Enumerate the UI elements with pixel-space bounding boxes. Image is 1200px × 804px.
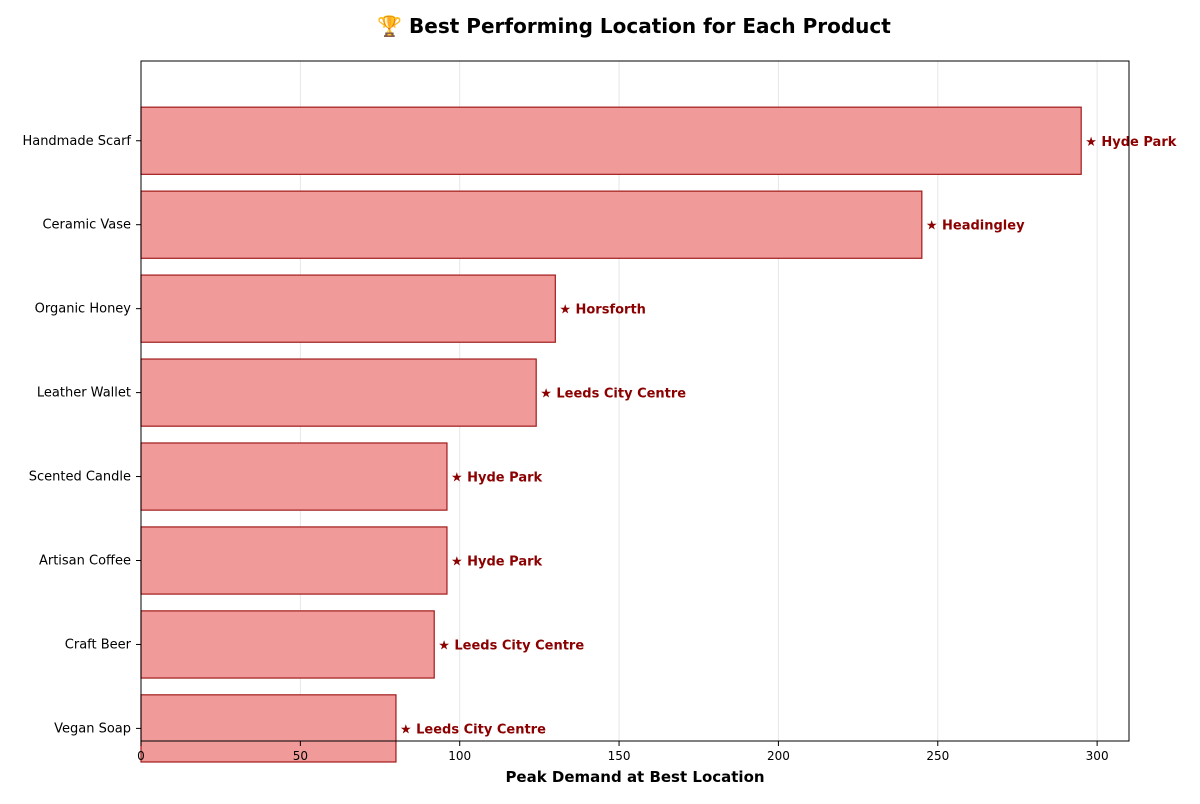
bar bbox=[140, 106, 1082, 175]
y-tick-label: Artisan Coffee bbox=[39, 554, 131, 569]
chart-title: 🏆 Best Performing Location for Each Prod… bbox=[377, 14, 891, 38]
bar-annotation: ★ Hyde Park bbox=[451, 555, 543, 570]
bar-annotation: ★ Horsforth bbox=[559, 303, 646, 318]
y-tick-label: Ceramic Vase bbox=[42, 218, 131, 233]
y-tick-label: Handmade Scarf bbox=[22, 134, 131, 149]
bar bbox=[140, 442, 448, 511]
x-tick-label: 200 bbox=[767, 749, 790, 763]
x-tick-label: 150 bbox=[608, 749, 631, 763]
y-tick-label: Vegan Soap bbox=[54, 721, 131, 736]
y-tick-label: Scented Candle bbox=[29, 470, 131, 485]
bar-annotation: ★ Hyde Park bbox=[451, 471, 543, 486]
x-axis-title: Peak Demand at Best Location bbox=[505, 768, 764, 786]
bar-annotation: ★ Leeds City Centre bbox=[400, 722, 546, 737]
y-tick-label: Craft Beer bbox=[65, 637, 132, 652]
x-tick-label: 0 bbox=[137, 749, 145, 763]
bar bbox=[140, 610, 435, 679]
bar-annotation: ★ Headingley bbox=[926, 219, 1025, 234]
y-axis: Handmade Scarf Ceramic Vase Organic Honey L… bbox=[22, 134, 141, 736]
bar bbox=[140, 274, 556, 343]
x-tick-label: 50 bbox=[293, 749, 308, 763]
x-tick-label: 300 bbox=[1086, 749, 1109, 763]
x-axis: 0 50 100 150 200 250 300 bbox=[137, 741, 1109, 763]
bar-annotations: ★ Hyde Park ★ Headingley ★ Horsforth ★ Leed… bbox=[400, 135, 1177, 738]
bars bbox=[140, 106, 1082, 763]
bar bbox=[140, 358, 537, 427]
bar bbox=[140, 526, 448, 595]
bar bbox=[140, 694, 397, 763]
bar bbox=[140, 190, 923, 259]
bar-annotation: ★ Hyde Park bbox=[1085, 135, 1177, 150]
bar-annotation: ★ Leeds City Centre bbox=[540, 387, 686, 402]
x-tick-label: 100 bbox=[448, 749, 471, 763]
y-tick-label: Leather Wallet bbox=[37, 386, 131, 401]
y-tick-label: Organic Honey bbox=[35, 302, 132, 317]
x-tick-label: 250 bbox=[926, 749, 949, 763]
bar-annotation: ★ Leeds City Centre bbox=[438, 638, 584, 653]
plot-frame bbox=[140, 60, 1130, 742]
